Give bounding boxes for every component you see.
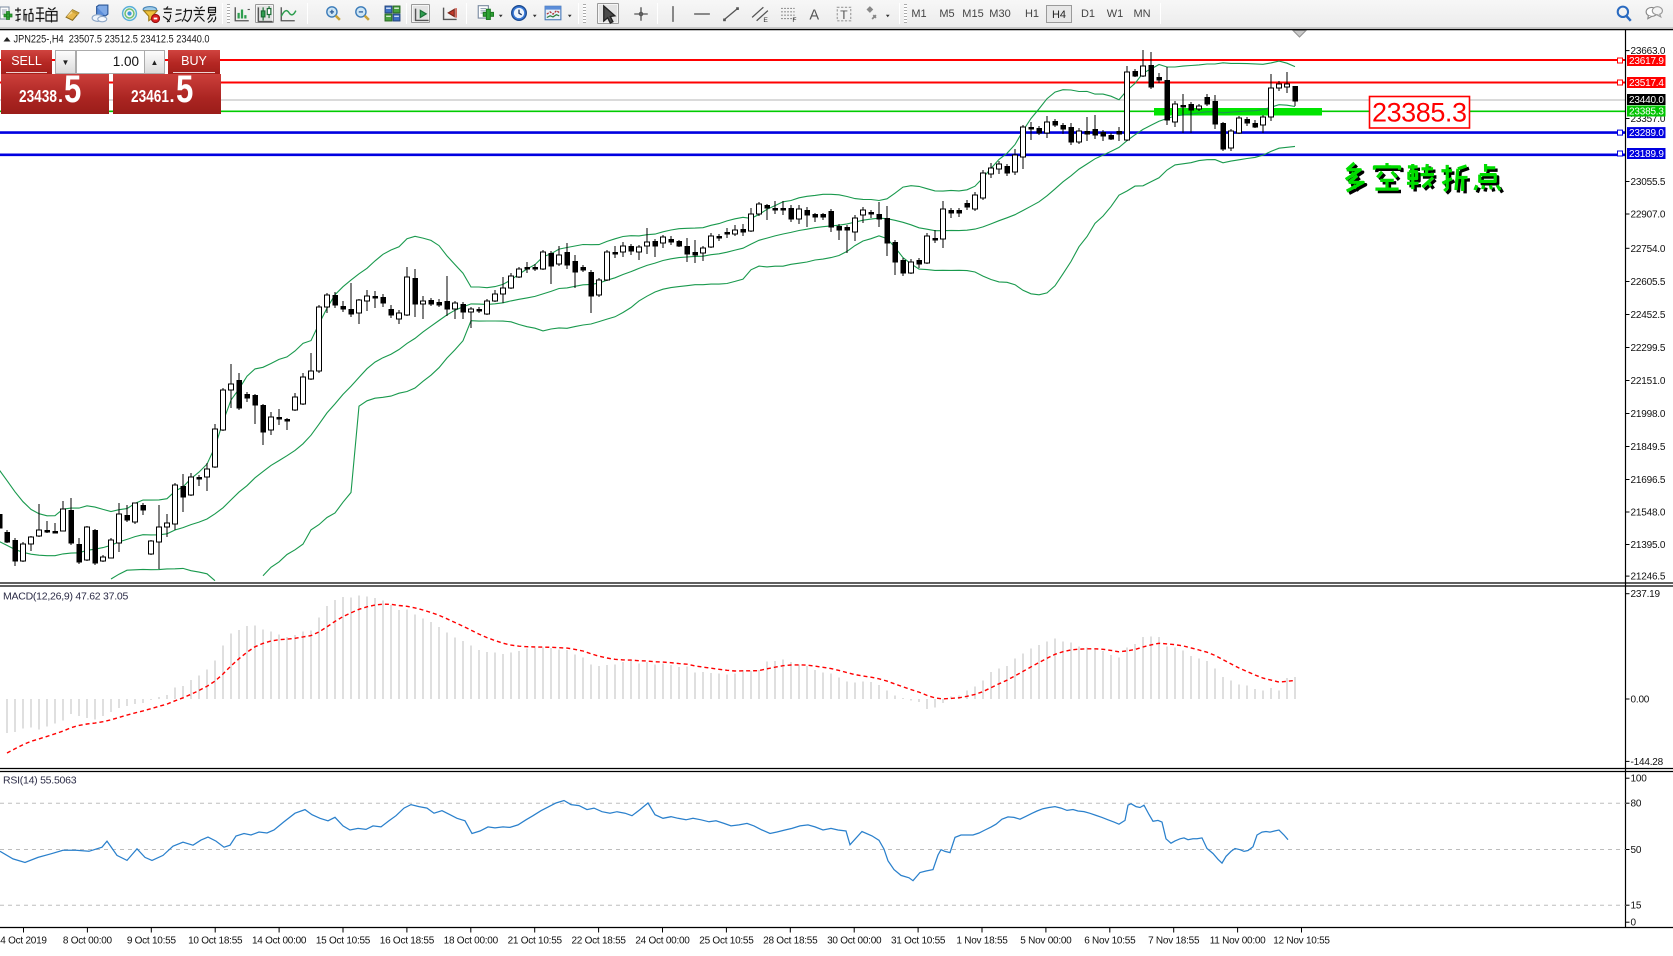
svg-text:T: T	[840, 8, 848, 22]
svg-text:31 Oct 10:55: 31 Oct 10:55	[891, 936, 946, 947]
svg-text:15 Oct 10:55: 15 Oct 10:55	[316, 936, 371, 947]
svg-text:23385.3: 23385.3	[1372, 98, 1467, 128]
svg-text:7 Nov 18:55: 7 Nov 18:55	[1148, 936, 1200, 947]
svg-text:21395.0: 21395.0	[1631, 540, 1666, 551]
svg-text:MACD(12,26,9) 47.62 37.05: MACD(12,26,9) 47.62 37.05	[3, 591, 128, 603]
svg-text:23189.9: 23189.9	[1629, 149, 1664, 160]
svg-text:22605.5: 22605.5	[1631, 277, 1666, 288]
svg-text:21998.0: 21998.0	[1631, 409, 1666, 420]
svg-text:22452.5: 22452.5	[1631, 310, 1666, 321]
svg-text:100: 100	[1631, 774, 1648, 785]
svg-text:30 Oct 00:00: 30 Oct 00:00	[827, 936, 882, 947]
svg-text:25 Oct 10:55: 25 Oct 10:55	[699, 936, 754, 947]
svg-text:23289.0: 23289.0	[1629, 128, 1664, 139]
svg-text:21849.5: 21849.5	[1631, 442, 1666, 453]
svg-text:10 Oct 18:55: 10 Oct 18:55	[188, 936, 243, 947]
svg-text:A: A	[809, 8, 819, 23]
svg-text:21548.0: 21548.0	[1631, 508, 1666, 519]
svg-text:0: 0	[1631, 918, 1637, 929]
svg-text:21246.5: 21246.5	[1631, 572, 1666, 583]
svg-text:JPN225-,H4 23507.5 23512.5 23: JPN225-,H4 23507.5 23512.5 23412.5 23440…	[14, 34, 210, 46]
svg-text:24 Oct 00:00: 24 Oct 00:00	[635, 936, 690, 947]
svg-text:-144.28: -144.28	[1631, 757, 1664, 768]
svg-text:22151.0: 22151.0	[1631, 376, 1666, 387]
svg-text:9 Oct 10:55: 9 Oct 10:55	[127, 936, 177, 947]
svg-text:22299.5: 22299.5	[1631, 343, 1666, 354]
svg-text:23440.0: 23440.0	[1629, 95, 1664, 106]
svg-text:23055.5: 23055.5	[1631, 177, 1666, 188]
svg-text:28 Oct 18:55: 28 Oct 18:55	[763, 936, 818, 947]
svg-text:22907.0: 22907.0	[1631, 210, 1666, 221]
svg-text:11 Nov 00:00: 11 Nov 00:00	[1210, 936, 1266, 947]
svg-text:21696.5: 21696.5	[1631, 475, 1666, 486]
svg-text:18 Oct 00:00: 18 Oct 00:00	[444, 936, 499, 947]
svg-text:23617.9: 23617.9	[1629, 56, 1664, 67]
svg-text:14 Oct 00:00: 14 Oct 00:00	[252, 936, 307, 947]
svg-text:RSI(14) 55.5063: RSI(14) 55.5063	[3, 775, 77, 787]
svg-text:1 Nov 18:55: 1 Nov 18:55	[956, 936, 1008, 947]
svg-text:8 Oct 00:00: 8 Oct 00:00	[63, 936, 113, 947]
svg-text:80: 80	[1631, 799, 1642, 810]
svg-text:237.19: 237.19	[1631, 589, 1661, 600]
svg-text:0.00: 0.00	[1631, 695, 1650, 706]
svg-text:23385.3: 23385.3	[1629, 107, 1664, 118]
svg-text:23663.0: 23663.0	[1631, 46, 1666, 57]
svg-text:23357.0: 23357.0	[1631, 114, 1666, 125]
svg-text:16 Oct 18:55: 16 Oct 18:55	[380, 936, 435, 947]
svg-text:12 Nov 10:55: 12 Nov 10:55	[1273, 936, 1330, 947]
svg-text:50: 50	[1631, 845, 1642, 856]
svg-text:15: 15	[1631, 901, 1642, 912]
svg-text:4 Oct 2019: 4 Oct 2019	[0, 936, 47, 947]
svg-text:21 Oct 10:55: 21 Oct 10:55	[508, 936, 563, 947]
svg-text:6 Nov 10:55: 6 Nov 10:55	[1084, 936, 1136, 947]
svg-text:E: E	[763, 17, 768, 23]
svg-text:5 Nov 00:00: 5 Nov 00:00	[1020, 936, 1072, 947]
svg-text:22754.0: 22754.0	[1631, 244, 1666, 255]
svg-text:F: F	[792, 17, 796, 23]
svg-text:23517.4: 23517.4	[1629, 78, 1664, 89]
svg-text:22 Oct 18:55: 22 Oct 18:55	[571, 936, 626, 947]
